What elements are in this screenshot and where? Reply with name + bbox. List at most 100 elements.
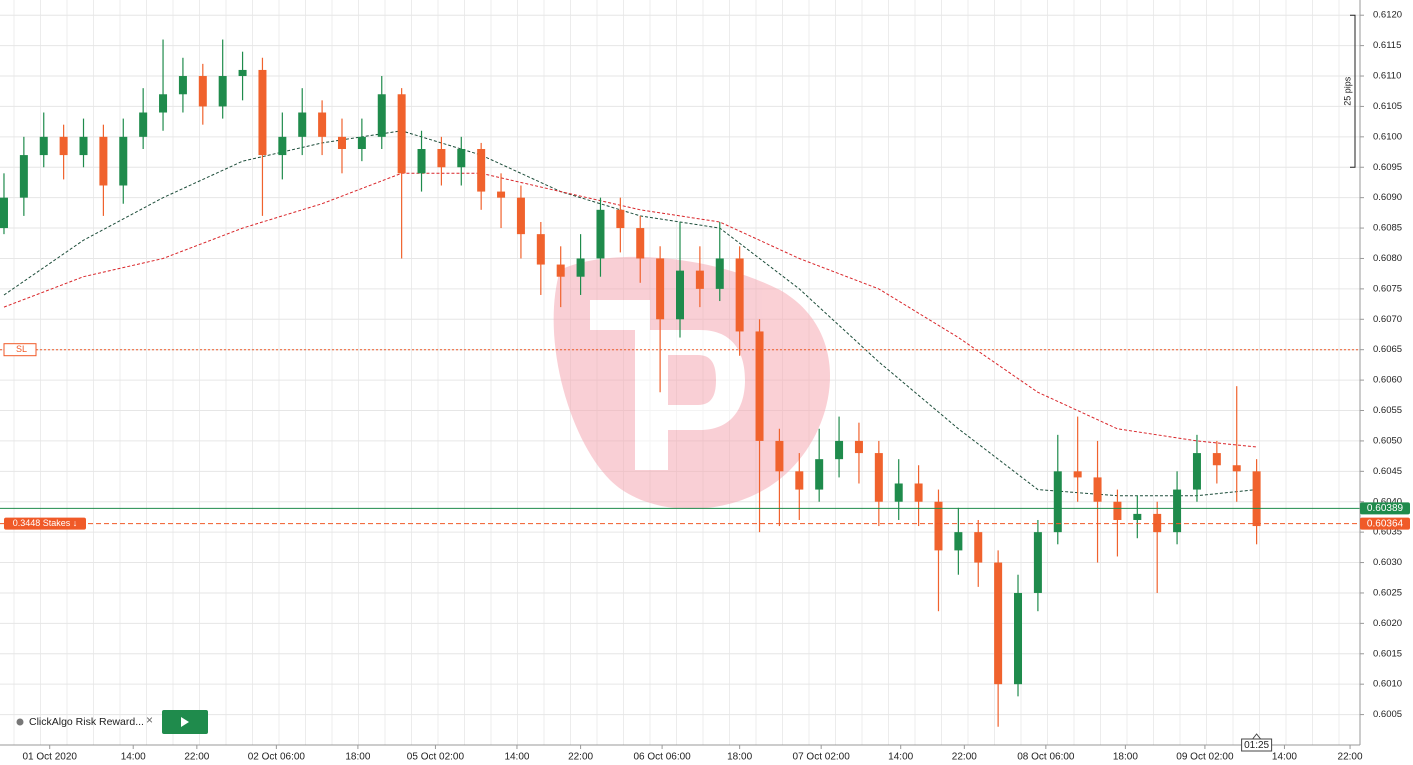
x-tick-label: 05 Oct 02:00 [407, 752, 465, 763]
candle-body [159, 94, 168, 113]
candle-body [874, 453, 883, 502]
y-tick-label: 0.6045 [1373, 466, 1402, 477]
candle-body [835, 440, 844, 460]
candle-body [894, 483, 903, 502]
y-tick-label: 0.6065 [1373, 344, 1402, 355]
price-tag [1360, 502, 1410, 515]
candle-body [1053, 471, 1062, 533]
candle-body [934, 501, 943, 551]
y-tick-label: 0.6085 [1373, 223, 1402, 234]
widget-close[interactable]: × [146, 713, 153, 727]
x-tick-label: 14:00 [1272, 752, 1297, 763]
candle-body [1093, 477, 1102, 502]
countdown-box [1241, 738, 1273, 752]
x-tick-label: 14:00 [121, 752, 146, 763]
candle-body [775, 440, 784, 472]
candle-body [676, 270, 684, 320]
price-tag-label: 0.60364 [1367, 518, 1404, 529]
x-tick-label: 18:00 [1113, 752, 1138, 763]
x-tick-label: 09 Oct 02:00 [1176, 752, 1234, 763]
candle-body [417, 149, 426, 174]
y-tick-label: 0.6120 [1373, 10, 1402, 21]
candle-body [39, 136, 48, 156]
candle-body [795, 471, 804, 490]
y-tick-label: 0.6005 [1373, 709, 1402, 720]
candle-body [616, 209, 625, 229]
widget-label: ClickAlgo Risk Reward... [29, 716, 144, 728]
candle-body [596, 209, 605, 259]
candle-body [974, 532, 983, 563]
y-tick-label: 0.6110 [1373, 71, 1401, 82]
y-tick-label: 0.6035 [1373, 527, 1402, 538]
candle-body [298, 112, 307, 137]
fine-grid [0, 0, 1360, 745]
candle-body [357, 136, 366, 149]
candle-body [79, 136, 88, 156]
countdown-pointer [1252, 733, 1262, 740]
pips-bracket [1350, 14, 1356, 168]
stake-label: 0.3448 Stakes ↓ [13, 518, 78, 528]
x-tick-label: 08 Oct 06:00 [1017, 752, 1075, 763]
candle-body [1153, 513, 1162, 533]
candle-body [695, 270, 704, 289]
x-tick-label: 22:00 [184, 752, 209, 763]
status-dot [16, 718, 24, 726]
candle-body [1192, 453, 1201, 490]
y-tick-label: 0.6050 [1373, 435, 1402, 446]
candle-body [437, 149, 446, 168]
x-tick-label: 22:00 [1338, 752, 1363, 763]
candle-body [636, 228, 645, 259]
moving-average [3, 172, 1257, 448]
y-tick-label: 0.6040 [1373, 496, 1402, 507]
candle-body [397, 94, 406, 174]
candle-body [119, 136, 128, 186]
candle-body [457, 149, 466, 168]
x-tick-label: 14:00 [504, 752, 529, 763]
y-tick-label: 0.6025 [1373, 587, 1402, 598]
x-tick-label: 18:00 [727, 752, 752, 763]
candle-body [755, 331, 764, 441]
candle-body [576, 258, 585, 277]
candle-body [715, 258, 724, 289]
x-tick-label: 02 Oct 06:00 [248, 752, 306, 763]
candle-body [854, 440, 863, 454]
candle-body [1252, 471, 1261, 527]
candle-body [178, 76, 187, 95]
stake-tag [4, 517, 86, 530]
candle-body [258, 69, 267, 156]
candle-body [656, 258, 665, 320]
price-tag-label: 0.60389 [1367, 503, 1404, 514]
y-tick-label: 0.6115 [1373, 40, 1401, 51]
x-tick-label: 14:00 [888, 752, 913, 763]
candle-body [914, 483, 923, 502]
candle-body [318, 112, 327, 137]
candle-body [139, 112, 148, 137]
candle-body [516, 197, 525, 235]
y-tick-label: 0.6095 [1373, 162, 1402, 173]
y-tick-label: 0.6105 [1373, 101, 1402, 112]
y-tick-label: 0.6020 [1373, 618, 1402, 629]
y-tick-label: 0.6055 [1373, 405, 1402, 416]
candle-body [1113, 501, 1122, 520]
indicator-widget: ClickAlgo Risk Reward... × [16, 710, 208, 734]
candle-body [1232, 465, 1241, 472]
y-tick-label: 0.6080 [1373, 253, 1402, 264]
candle-body [536, 234, 545, 265]
candle-body [238, 69, 247, 77]
y-tick-label: 0.6010 [1373, 679, 1402, 690]
x-tick-label: 07 Oct 02:00 [793, 752, 851, 763]
y-tick-label: 0.6075 [1373, 283, 1402, 294]
candle-body [497, 191, 506, 198]
x-tick-label: 18:00 [345, 752, 370, 763]
candle-body [218, 76, 227, 107]
x-tick-label: 01 Oct 2020 [22, 752, 77, 763]
y-tick-label: 0.6030 [1373, 557, 1402, 568]
x-tick-label: 22:00 [952, 752, 977, 763]
candle-body [99, 136, 108, 186]
watermark-logo [553, 256, 830, 509]
candle-body [1173, 489, 1182, 533]
candle-body [1212, 453, 1221, 466]
y-tick-label: 0.6015 [1373, 648, 1402, 659]
candle-body [377, 94, 386, 137]
